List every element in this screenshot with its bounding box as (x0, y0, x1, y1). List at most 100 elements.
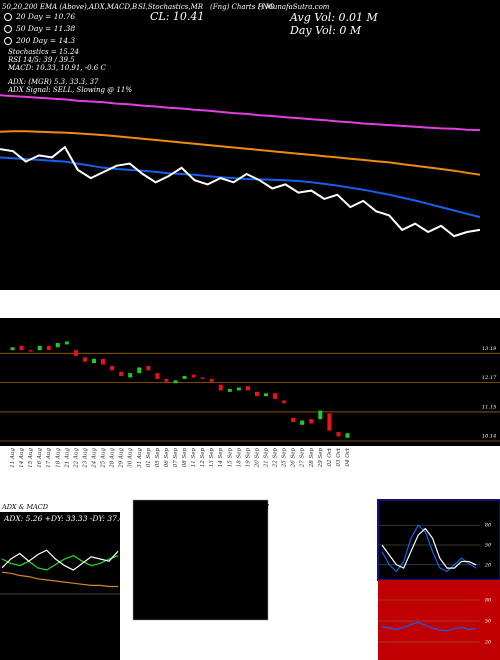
candle-body (82, 357, 87, 362)
x-tick-label: 25 Sep (282, 448, 288, 469)
x-tick-label: 26 Sep (291, 448, 297, 469)
candle-body (173, 380, 178, 384)
x-tick-label: 11 Sep (191, 448, 197, 468)
panel-title: Stochastics & R (382, 503, 435, 511)
series-line (381, 524, 477, 573)
panel-title: ADX & MACD (1, 503, 49, 511)
candle-body (37, 345, 42, 351)
candle-body (191, 374, 196, 378)
candle-body (155, 373, 160, 379)
y-tick-label: 80 (485, 523, 492, 529)
candle-body (309, 419, 314, 424)
candle-body (164, 378, 169, 382)
legend-marker (4, 13, 12, 21)
candle-body (182, 376, 187, 379)
candle-body (336, 432, 341, 437)
x-tick-label: 04 Oct (345, 447, 351, 466)
x-tick-label: 29 Sep (318, 448, 324, 469)
panel-subtitle: ADX: 5.26 +DY: 33.33 -DY: 37.04 (3, 514, 129, 523)
indicator: ADX Signal: SELL, Slowing @ 11% (7, 86, 132, 94)
x-tick-label: 22 Sep (273, 448, 279, 469)
x-tick-label: 01 Sep (146, 448, 152, 468)
series-line (381, 621, 477, 632)
candle-body (101, 358, 106, 365)
legend-marker (4, 37, 12, 45)
x-tick-label: 20 Sep (254, 448, 260, 469)
indicator: ADX: (MGR) 5.3, 33.3, 37 (7, 78, 99, 86)
x-tick-label: 16 Aug (37, 448, 43, 468)
candle-body (218, 384, 223, 391)
x-tick-label: 05 Sep (155, 448, 161, 468)
x-tick-label: 06 Sep (164, 448, 170, 468)
candle-body (19, 345, 24, 351)
x-tick-label: 31 Aug (137, 448, 143, 468)
y-tick-label: 10.14 (482, 433, 496, 439)
x-tick-label: 08 Sep (182, 448, 188, 468)
candle-body (254, 391, 259, 397)
candle-body (245, 386, 250, 391)
x-tick-label: 17 Aug (46, 448, 52, 468)
x-tick-label: 25 Aug (101, 448, 107, 469)
legend-label: 20 Day = 10.76 (15, 12, 75, 21)
indicator: Stochastics = 15.24 (8, 48, 79, 56)
candle-body (92, 358, 96, 364)
legend-label: 200 Day = 14.3 (15, 36, 75, 45)
legend-marker (4, 25, 12, 33)
x-tick-label: 30 Aug (128, 448, 134, 468)
x-tick-label: 07 Sep (173, 448, 179, 468)
y-tick-label: 80 (485, 598, 492, 604)
candle-body (264, 393, 268, 397)
candle-body (273, 393, 278, 400)
main-panel (0, 0, 500, 290)
x-tick-label: 19 Sep (245, 448, 251, 468)
series-line (1, 549, 119, 571)
x-tick-label: 11 Aug (10, 448, 16, 468)
header-title: (Fng) Charts FNG (210, 3, 275, 11)
indicator: MACD: 10.33, 10.91, -0.6 C (7, 64, 106, 72)
series-line (0, 145, 481, 238)
series-line (381, 527, 477, 569)
candle-body (291, 417, 296, 423)
x-tick-label: 18 Sep (236, 448, 242, 468)
x-tick-label: 18 Aug (55, 448, 61, 468)
series-line (1, 571, 118, 588)
y-tick-label: 50 (485, 543, 492, 549)
candle-body (55, 342, 60, 348)
x-tick-label: 21 Sep (264, 448, 270, 469)
y-tick-label: 13.19 (482, 346, 497, 352)
x-tick-label: 15 Sep (227, 448, 233, 468)
candle-body (345, 433, 350, 438)
candle-body (28, 350, 33, 352)
x-tick-label: 14 Sep (218, 448, 224, 468)
avg-volume: Avg Vol: 0.01 M (289, 11, 379, 24)
candle-body (119, 371, 124, 377)
candle-panel (0, 318, 500, 446)
series-line (0, 130, 481, 176)
header-title: SI,Stochastics,MR (138, 3, 204, 11)
x-tick-label: 23 Aug (82, 448, 88, 469)
candle-body (318, 410, 323, 420)
candle-body (128, 373, 133, 378)
rsi-panel (378, 580, 500, 660)
candle-body (10, 347, 15, 351)
x-tick-label: 12 Sep (200, 448, 206, 468)
x-tick-label: 29 Aug (119, 448, 125, 469)
candle-body (64, 341, 69, 345)
legend-label: 50 Day = 11.38 (16, 24, 75, 33)
candle-body (282, 400, 287, 404)
day-volume: Day Vol: 0 M (289, 24, 362, 37)
x-tick-label: 15 Aug (28, 448, 34, 468)
panel-subtitle: SI (462, 503, 469, 511)
x-tick-label: 14 Aug (19, 448, 25, 468)
candle-body (73, 350, 78, 356)
candle-body (146, 365, 151, 371)
header-title: 50,20,200 EMA (Above),ADX,MACD,B (2, 3, 137, 11)
y-tick-label: 20 (484, 562, 492, 568)
stochastics-panel (377, 499, 500, 581)
header-title: () MunafaSutra.com (258, 3, 330, 11)
candle-body (236, 387, 241, 391)
panel-title: Intra Day Trading Price & MR (137, 503, 238, 511)
indicator: RSI 14/5: 39 / 39.5 (7, 56, 75, 64)
panel-subtitle: SI (262, 503, 269, 511)
candle-body (227, 388, 232, 392)
